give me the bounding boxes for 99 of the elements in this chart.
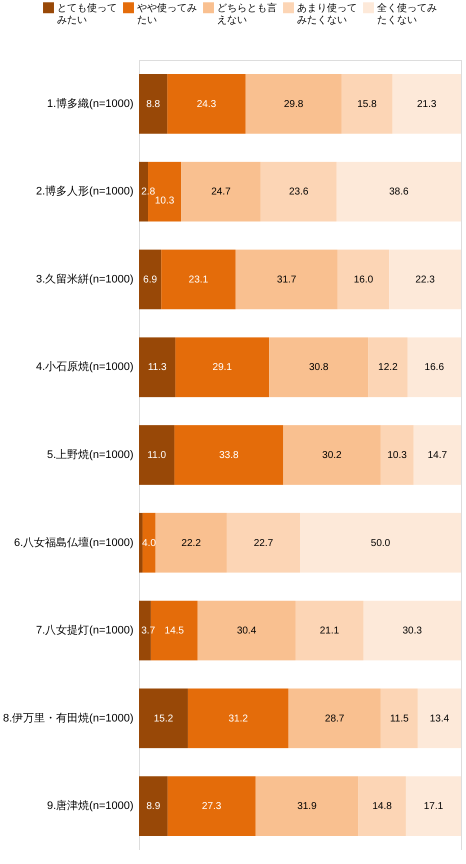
data-label: 8.8 — [146, 98, 161, 110]
data-label: 3.7 — [141, 626, 156, 637]
bar — [139, 425, 174, 485]
y-tick-label: 1.博多織(n=1000) — [46, 96, 134, 110]
data-label: 30.8 — [308, 362, 329, 374]
bar — [300, 512, 461, 573]
bar — [336, 162, 461, 222]
bar — [256, 776, 358, 836]
bar — [168, 776, 256, 836]
data-label: 16.6 — [424, 362, 444, 374]
bar — [226, 512, 300, 573]
data-label: 22.2 — [181, 538, 202, 549]
bar — [342, 74, 392, 134]
bar — [139, 776, 168, 836]
data-label: 27.3 — [202, 801, 222, 812]
bar — [155, 512, 227, 573]
bar — [358, 776, 406, 836]
legend-label: やや使ってみたい — [137, 2, 197, 26]
bar — [139, 337, 176, 398]
data-label: 23.6 — [288, 186, 309, 198]
data-label: 2.8 — [141, 186, 156, 198]
bar — [236, 250, 338, 310]
data-label: 50.0 — [370, 538, 391, 549]
bar — [139, 688, 188, 748]
bar — [414, 425, 461, 485]
y-tick-label: 2.博多人形(n=1000) — [36, 184, 134, 198]
bar — [139, 512, 143, 573]
data-label: 21.1 — [320, 626, 340, 637]
bar — [295, 600, 364, 660]
data-label: 38.6 — [389, 186, 410, 198]
bar — [198, 600, 296, 660]
data-label: 30.3 — [402, 626, 422, 637]
data-label: 11.5 — [390, 713, 410, 724]
data-label: 16.0 — [354, 274, 374, 286]
data-label: 31.7 — [276, 274, 297, 286]
data-label: 24.7 — [211, 186, 232, 198]
data-label: 22.3 — [415, 274, 436, 286]
data-label: 30.4 — [236, 626, 257, 637]
y-tick-label: 6.八女福島仏壇(n=1000) — [14, 536, 134, 549]
data-label: 14.7 — [428, 450, 448, 461]
data-label: 29.1 — [212, 362, 232, 374]
bar — [181, 162, 261, 222]
bar — [338, 250, 390, 310]
y-tick-label: 9.唐津焼(n=1000) — [46, 799, 134, 812]
legend-label: あまり使ってみたくない — [297, 2, 357, 26]
legend-label: どちらとも言えない — [217, 2, 277, 26]
data-label: 14.8 — [372, 801, 392, 812]
bar — [139, 74, 168, 134]
data-label: 11.0 — [147, 450, 166, 461]
bar — [139, 250, 162, 310]
bar — [246, 74, 342, 134]
data-label: 30.2 — [322, 450, 342, 461]
bar — [406, 776, 461, 836]
bar — [188, 688, 288, 748]
bar — [389, 250, 461, 310]
data-label: 6.9 — [143, 274, 158, 286]
bar — [288, 688, 381, 748]
data-label: 21.3 — [416, 98, 437, 110]
data-label: 33.8 — [219, 450, 240, 461]
data-label: 15.8 — [357, 98, 378, 110]
data-label: 14.5 — [164, 626, 184, 637]
data-label: 31.9 — [297, 801, 318, 812]
bar — [380, 688, 418, 748]
y-tick-label: 4.小石原焼(n=1000) — [36, 360, 134, 374]
bar — [260, 162, 337, 222]
bar — [175, 337, 270, 398]
data-label: 10.3 — [154, 196, 175, 207]
y-tick-label: 3.久留米絣(n=1000) — [36, 272, 134, 286]
y-tick-label: 5.上野焼(n=1000) — [46, 448, 134, 461]
data-label: 23.1 — [188, 274, 209, 286]
bar — [380, 425, 414, 485]
data-label: 17.1 — [424, 801, 444, 812]
data-label: 10.3 — [387, 450, 408, 461]
bar — [392, 74, 461, 134]
y-tick-label: 8.伊万里・有田焼(n=1000) — [2, 712, 134, 724]
data-label: 22.7 — [254, 538, 274, 549]
bar — [269, 337, 368, 398]
data-label: 4.0 — [142, 538, 156, 549]
bar — [167, 74, 246, 134]
data-label: 15.2 — [154, 713, 174, 724]
data-label: 8.9 — [146, 801, 161, 812]
bar — [174, 425, 284, 485]
legend-label: 全く使ってみたくない — [377, 2, 437, 26]
legend-label: とても使ってみたい — [57, 2, 117, 26]
data-label: 31.2 — [228, 713, 248, 724]
data-label: 13.4 — [430, 713, 450, 724]
data-label: 24.3 — [196, 98, 217, 110]
data-label: 29.8 — [284, 98, 304, 110]
bar — [161, 250, 236, 310]
bar — [363, 600, 461, 660]
y-tick-label: 7.八女提灯(n=1000) — [36, 624, 134, 637]
data-label: 11.3 — [148, 362, 167, 374]
bar — [418, 688, 461, 748]
data-label: 12.2 — [378, 362, 398, 374]
bar — [408, 337, 461, 398]
bar — [368, 337, 408, 398]
bar — [283, 425, 380, 485]
bar — [142, 512, 156, 573]
data-label: 28.7 — [324, 713, 345, 724]
